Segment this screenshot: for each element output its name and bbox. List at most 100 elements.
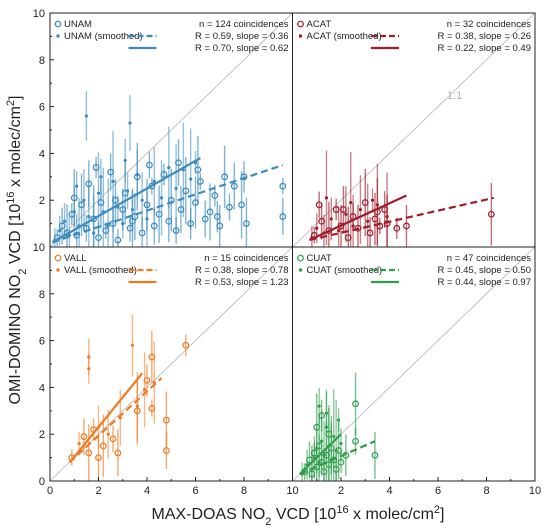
data-point-smoothed xyxy=(344,212,348,216)
legend-marker-smoothed xyxy=(298,34,303,38)
data-point-smoothed xyxy=(315,226,319,230)
data-point xyxy=(327,444,335,452)
data-point xyxy=(102,227,110,235)
data-point xyxy=(340,206,347,213)
data-point-smoothed xyxy=(72,210,76,214)
legend-marker-raw xyxy=(297,254,304,262)
data-point-smoothed xyxy=(375,203,379,207)
y-tick-label: 10 xyxy=(33,242,45,254)
data-point-smoothed xyxy=(336,418,341,422)
data-point-smoothed xyxy=(167,165,171,170)
data-point-smoothed xyxy=(142,388,147,392)
one-to-one-label: 1:1 xyxy=(447,90,462,102)
data-point xyxy=(68,210,76,218)
data-point xyxy=(133,407,141,415)
data-point-smoothed xyxy=(339,441,343,446)
data-point xyxy=(182,341,190,349)
data-point xyxy=(381,206,389,213)
data-point xyxy=(109,435,117,443)
data-point xyxy=(240,173,248,181)
data-point-smoothed xyxy=(324,196,329,200)
data-point xyxy=(114,236,122,244)
data-point-smoothed xyxy=(92,231,96,235)
x-tick-label: 8 xyxy=(483,485,489,497)
data-point xyxy=(211,192,219,199)
legend-label-raw: ACAT xyxy=(307,19,332,30)
data-point-smoothed xyxy=(121,222,125,226)
y-tick-label: 10 xyxy=(33,8,45,20)
stat-raw: R = 0.59, slope = 0.36 xyxy=(195,31,288,42)
data-point xyxy=(308,470,316,478)
data-point xyxy=(70,194,78,202)
data-point xyxy=(119,206,127,213)
data-point xyxy=(177,206,185,213)
data-point xyxy=(325,430,333,438)
stat-raw: R = 0.38, slope = 0.78 xyxy=(195,265,288,276)
x-tick-label: 2 xyxy=(95,485,101,497)
x-tick-label: 0 xyxy=(47,485,53,497)
data-point xyxy=(318,217,326,225)
data-point xyxy=(371,451,379,459)
stat-raw: R = 0.38, slope = 0.26 xyxy=(438,31,531,42)
data-point-smoothed xyxy=(152,179,156,184)
one-to-one-line xyxy=(49,12,293,248)
data-point xyxy=(187,220,195,228)
data-point xyxy=(143,376,151,384)
data-point xyxy=(344,234,352,242)
data-point-smoothed xyxy=(336,229,341,233)
n-coincidences: n = 124 coincidences xyxy=(199,19,289,30)
data-point-smoothed xyxy=(320,439,324,443)
data-point xyxy=(361,199,369,206)
x-tick-label: 4 xyxy=(386,485,392,497)
stat-smoothed: R = 0.44, slope = 0.97 xyxy=(438,277,531,288)
data-point xyxy=(315,201,323,209)
fit-line-smoothed xyxy=(299,433,342,475)
data-point-smoothed xyxy=(87,214,91,219)
data-point xyxy=(148,353,156,361)
data-point xyxy=(332,206,340,213)
data-point xyxy=(121,189,129,197)
y-tick-label: 0 xyxy=(39,476,45,488)
data-point-smoothed xyxy=(358,207,362,212)
x-tick-label: 4 xyxy=(144,485,150,497)
data-point xyxy=(160,171,168,178)
one-to-one-line xyxy=(49,246,293,482)
one-to-one-line xyxy=(292,12,536,248)
data-point xyxy=(85,180,93,188)
data-point xyxy=(107,168,115,176)
data-point xyxy=(243,220,250,228)
x-tick-label: 10 xyxy=(529,485,541,497)
data-point-smoothed xyxy=(84,114,88,118)
fit-line-smoothed xyxy=(309,194,407,241)
legend-marker-smoothed xyxy=(56,34,60,38)
data-point-smoothed xyxy=(159,196,164,200)
data-point-smoothed xyxy=(189,177,193,181)
data-point xyxy=(99,442,107,450)
data-point xyxy=(85,449,93,457)
data-point xyxy=(279,182,287,190)
data-point xyxy=(201,215,209,223)
data-point xyxy=(196,178,204,185)
data-point xyxy=(487,210,495,218)
data-point-smoothed xyxy=(366,219,370,223)
data-point xyxy=(221,173,229,181)
x-tick-label: 6 xyxy=(192,485,198,497)
data-point xyxy=(403,222,410,230)
data-point-smoothed xyxy=(126,189,130,193)
y-tick-label: 4 xyxy=(39,148,45,160)
data-point-smoothed xyxy=(324,411,329,415)
data-point xyxy=(155,210,163,218)
data-point xyxy=(393,224,401,232)
data-point xyxy=(126,224,134,232)
data-point-smoothed xyxy=(317,460,321,464)
tick-labels: 0 2 4 6 8 10 2 4 6 8 10 2 4 6 8 10 0 2 4 6 8 10 xyxy=(33,8,541,497)
fit-line-raw xyxy=(299,440,376,475)
legend-label-smoothed: VALL (smoothed) xyxy=(64,265,137,276)
data-point-smoothed xyxy=(315,446,319,450)
y-tick-label: 6 xyxy=(39,336,45,348)
data-point xyxy=(97,199,105,206)
data-point-smoothed xyxy=(62,219,67,223)
